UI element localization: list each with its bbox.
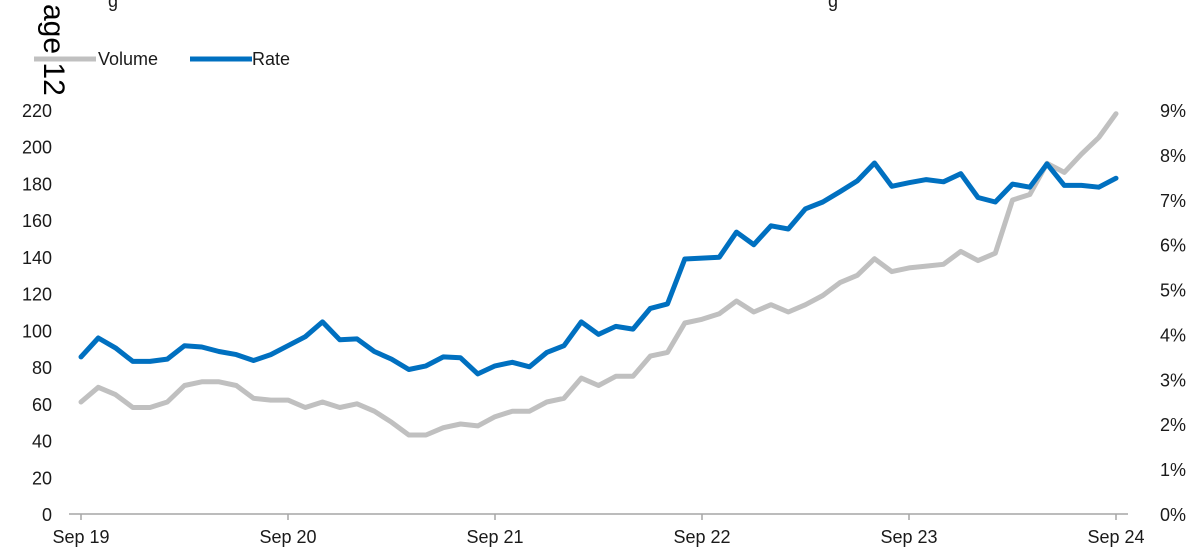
y-right-tick-label: 3% <box>1160 370 1186 390</box>
series-line-volume <box>78 111 1119 438</box>
legend-label-volume: Volume <box>98 49 158 69</box>
x-tick-label: Sep 22 <box>673 527 730 547</box>
x-tick-label: Sep 24 <box>1087 527 1144 547</box>
y-right-tick-label: 4% <box>1160 325 1186 345</box>
y-left-tick-label: 220 <box>22 101 52 121</box>
x-tick-label: Sep 23 <box>880 527 937 547</box>
y-right-tick-label: 9% <box>1160 101 1186 121</box>
x-axis: Sep 19 Sep 20 Sep 21 Sep 22 Sep 23 Sep 24 <box>52 514 1145 547</box>
y-left-tick-label: 60 <box>32 395 52 415</box>
y-right-tick-label: 1% <box>1160 460 1186 480</box>
y-left-tick-label: 180 <box>22 174 52 194</box>
y-left-tick-label: 120 <box>22 285 52 305</box>
y-left-tick-label: 40 <box>32 432 52 452</box>
y-left-tick-label: 160 <box>22 211 52 231</box>
y-left-tick-label: 200 <box>22 138 52 158</box>
x-tick-label: Sep 21 <box>466 527 523 547</box>
y-right-tick-label: 0% <box>1160 505 1186 525</box>
y-left-tick-label: 0 <box>42 505 52 525</box>
y-right-tick-label: 7% <box>1160 191 1186 211</box>
header-left-fragment: g <box>108 0 118 11</box>
page-side-label: age 12 <box>37 4 70 96</box>
x-tick-label: Sep 20 <box>259 527 316 547</box>
y-right-tick-label: 6% <box>1160 236 1186 256</box>
y-left-tick-label: 20 <box>32 468 52 488</box>
header-right-fragment: g <box>828 0 838 11</box>
legend-label-rate: Rate <box>252 49 290 69</box>
y-left-tick-label: 80 <box>32 358 52 378</box>
y-left-tick-label: 140 <box>22 248 52 268</box>
y-right-tick-label: 8% <box>1160 146 1186 166</box>
series-group <box>78 111 1119 438</box>
series-line-rate <box>78 160 1119 377</box>
y-axis-left: 0 20 40 60 80 100 120 140 160 180 200 220 <box>22 101 52 525</box>
y-right-tick-label: 2% <box>1160 415 1186 435</box>
legend: Volume Rate <box>34 49 290 69</box>
y-left-tick-label: 100 <box>22 321 52 341</box>
x-tick-label: Sep 19 <box>52 527 109 547</box>
y-axis-right: 0% 1% 2% 3% 4% 5% 6% 7% 8% 9% <box>1160 101 1186 525</box>
y-right-tick-label: 5% <box>1160 281 1186 301</box>
